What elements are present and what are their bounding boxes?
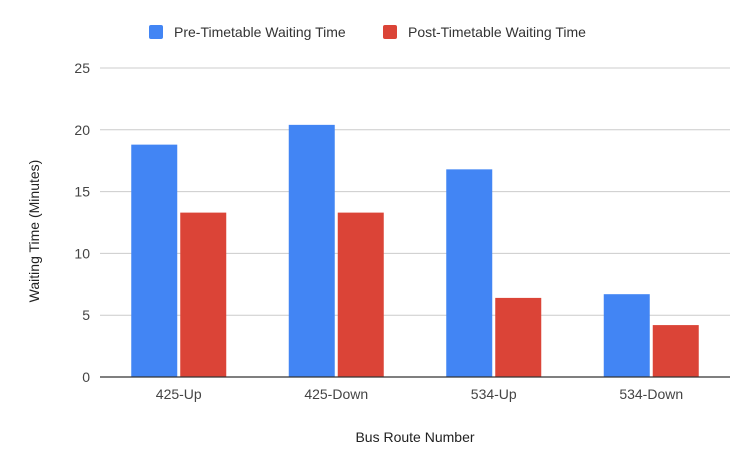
bar-pre-534-down (603, 294, 650, 377)
legend-label-pre: Pre-Timetable Waiting Time (174, 24, 346, 40)
y-axis-title: Waiting Time (Minutes) (26, 160, 42, 303)
y-tick-label: 25 (74, 60, 90, 76)
y-tick-label: 0 (82, 369, 90, 385)
bar-pre-425-up (131, 144, 178, 377)
legend-swatch-pre (149, 25, 163, 39)
x-tick-label: 534-Up (471, 386, 517, 402)
y-axis-ticks: 0 5 10 15 20 25 (74, 60, 90, 385)
x-tick-label: 425-Up (156, 386, 202, 402)
legend-swatch-post (383, 25, 397, 39)
bar-post-425-up (180, 212, 227, 377)
bar-post-534-down (652, 325, 699, 377)
y-tick-label: 15 (74, 184, 90, 200)
legend: Pre-Timetable Waiting Time Post-Timetabl… (149, 24, 586, 40)
bar-post-425-down (337, 212, 384, 377)
x-tick-label: 425-Down (304, 386, 368, 402)
bars (131, 124, 699, 377)
bar-pre-425-down (288, 124, 335, 377)
y-tick-label: 10 (74, 245, 90, 261)
bar-pre-534-up (446, 169, 493, 377)
y-tick-label: 20 (74, 122, 90, 138)
bar-post-534-up (495, 297, 542, 377)
x-axis-title: Bus Route Number (355, 429, 474, 445)
x-axis-ticks: 425-Up 425-Down 534-Up 534-Down (156, 386, 683, 402)
y-tick-label: 5 (82, 307, 90, 323)
x-tick-label: 534-Down (619, 386, 683, 402)
legend-label-post: Post-Timetable Waiting Time (408, 24, 586, 40)
